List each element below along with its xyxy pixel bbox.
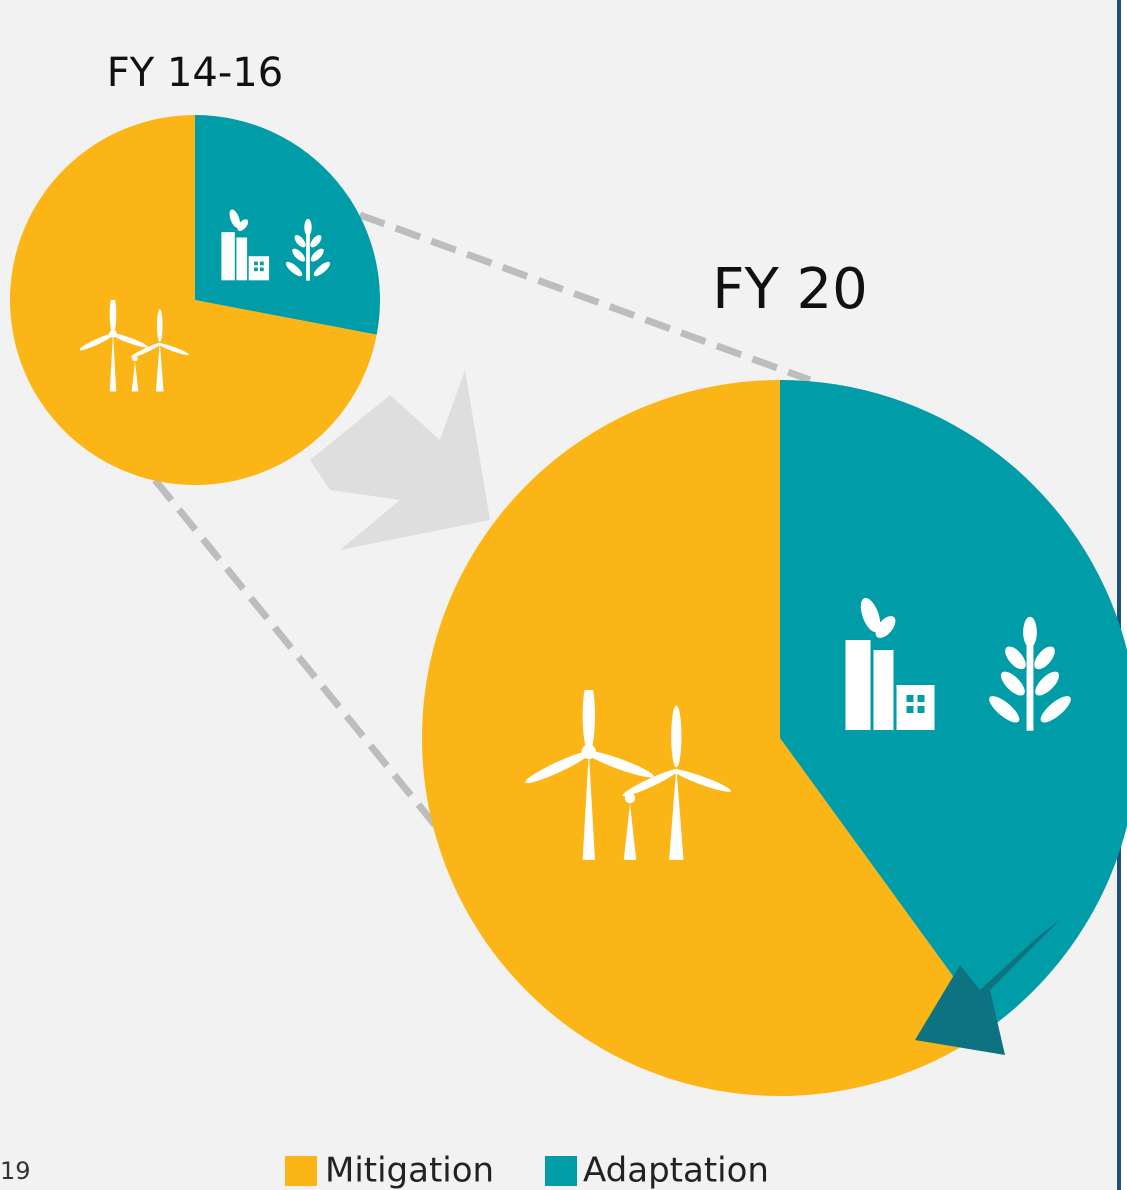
shift-arrow (915, 920, 1060, 1055)
pie-slice (10, 115, 377, 485)
growth-arrow (310, 370, 490, 550)
legend-swatch (285, 1156, 317, 1186)
pie-slice (421, 379, 991, 1096)
page-number: 19 (0, 1157, 31, 1185)
side-rule (1117, 0, 1121, 1190)
legend-swatch (545, 1156, 577, 1186)
pie-slice (195, 115, 381, 335)
legend-label: Adaptation (583, 1151, 769, 1190)
side-margin (1121, 0, 1127, 1190)
chart-title: FY 20 (712, 257, 867, 322)
legend-label: Mitigation (325, 1151, 494, 1190)
pie-slice (780, 380, 1127, 1028)
chart-title: FY 14-16 (107, 50, 283, 96)
connector (358, 211, 812, 384)
